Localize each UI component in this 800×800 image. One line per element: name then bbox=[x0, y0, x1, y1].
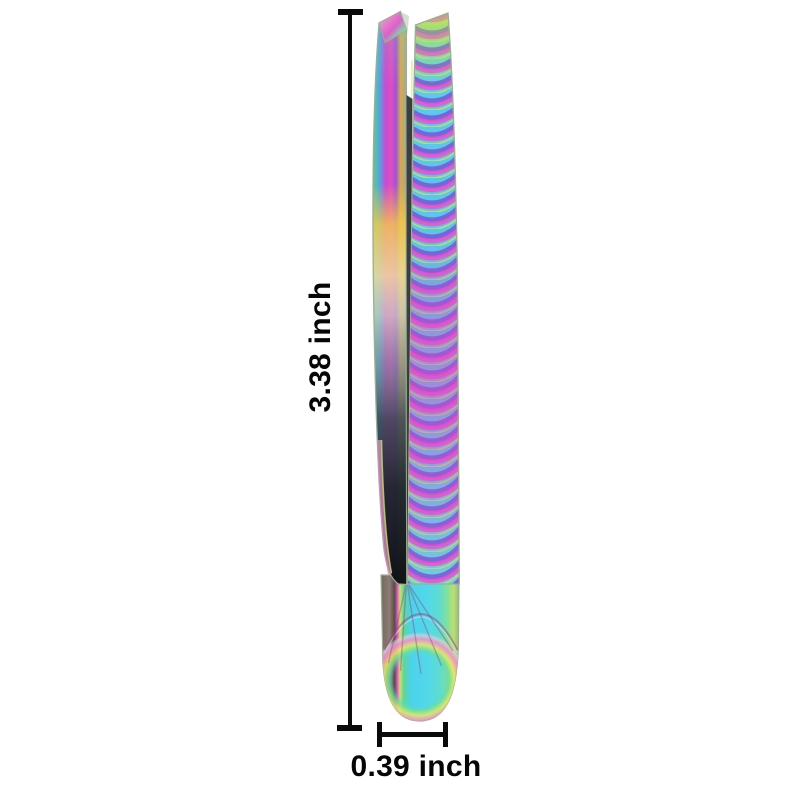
tweezers-right-arm bbox=[406, 12, 460, 585]
slant-tip-facet bbox=[378, 10, 408, 44]
tweezers-handle bbox=[380, 574, 460, 722]
arm-seam bbox=[406, 95, 413, 584]
width-dimension-line bbox=[378, 732, 448, 737]
height-dimension-top-cap bbox=[338, 9, 363, 15]
width-dimension-right-cap bbox=[443, 722, 448, 747]
tweezers-left-arm bbox=[372, 10, 409, 586]
height-dimension-bottom-cap bbox=[337, 725, 362, 731]
width-dimension-label: 0.39 inch bbox=[350, 750, 482, 783]
height-dimension-line bbox=[348, 9, 352, 731]
height-dimension-label: 3.38 inch bbox=[304, 281, 337, 413]
width-dimension-left-cap bbox=[377, 722, 382, 747]
